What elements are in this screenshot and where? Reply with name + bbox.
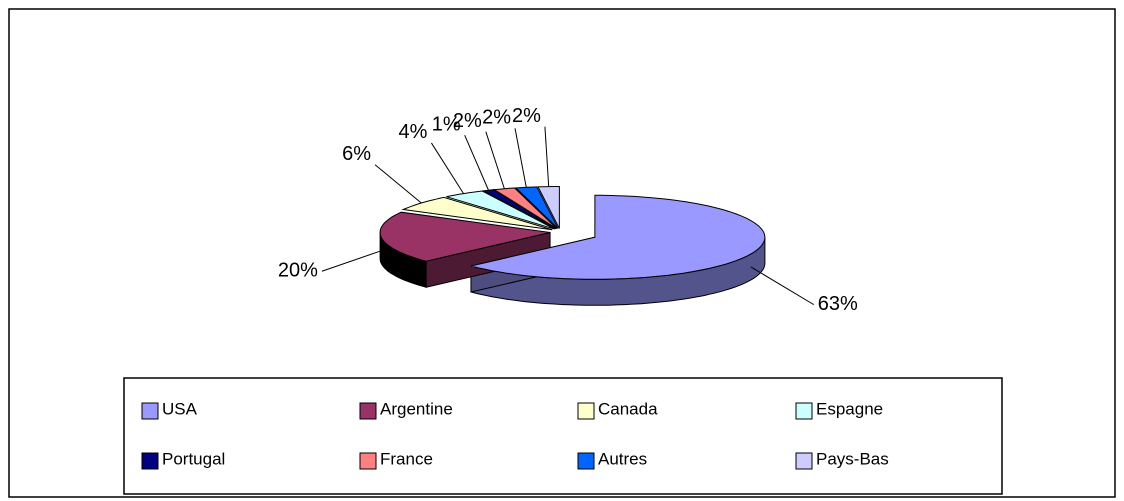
data-label: 2% bbox=[512, 105, 541, 127]
legend-swatch bbox=[577, 402, 595, 420]
leader-line bbox=[374, 164, 422, 204]
legend-swatch bbox=[141, 402, 159, 420]
legend-label: Argentine bbox=[380, 399, 453, 418]
pie-slice bbox=[470, 194, 766, 280]
leader-line bbox=[485, 131, 505, 189]
leader-line bbox=[321, 250, 382, 272]
legend-box bbox=[123, 377, 1003, 495]
legend: USA Argentine Canada Espagne Portugal France A… bbox=[141, 399, 889, 470]
leader-line bbox=[544, 126, 550, 187]
pie-labels: 63%20%6%4% 1%2% 2% 2% bbox=[278, 105, 858, 315]
leader-line bbox=[514, 128, 527, 188]
data-label: 2% bbox=[453, 110, 482, 132]
legend-swatch bbox=[141, 452, 159, 470]
data-label: 1% bbox=[432, 113, 461, 135]
data-label: 2% bbox=[482, 107, 511, 129]
pie-tops bbox=[379, 186, 766, 280]
data-label: 20% bbox=[278, 260, 318, 282]
legend-label: Canada bbox=[598, 399, 658, 418]
legend-label: Autres bbox=[598, 449, 647, 468]
data-label: 4% bbox=[398, 121, 427, 143]
legend-label: France bbox=[380, 449, 433, 468]
legend-label: Pays-Bas bbox=[816, 449, 889, 468]
legend-swatch bbox=[795, 402, 813, 420]
legend-swatch bbox=[359, 452, 377, 470]
pie-slice bbox=[379, 211, 551, 262]
data-label: 6% bbox=[342, 143, 371, 165]
legend-label: Espagne bbox=[816, 399, 883, 418]
data-label: 63% bbox=[818, 293, 858, 315]
leader-line bbox=[464, 134, 489, 191]
pie-slice bbox=[537, 186, 560, 229]
legend-label: USA bbox=[162, 399, 198, 418]
legend-swatch bbox=[577, 452, 595, 470]
pie-slice bbox=[446, 190, 555, 230]
legend-swatch bbox=[795, 452, 813, 470]
leader-line bbox=[750, 266, 815, 306]
leader-line bbox=[430, 142, 464, 194]
legend-label: Portugal bbox=[162, 449, 225, 468]
legend-swatch bbox=[359, 402, 377, 420]
